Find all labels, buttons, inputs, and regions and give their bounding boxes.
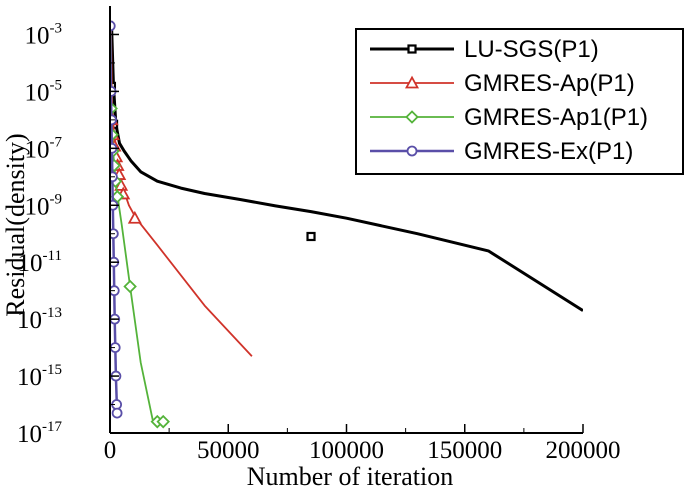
legend-marker [407,44,417,54]
legend: LU-SGS(P1) GMRES-Ap(P1) GMRES-Ap1(P1) GMRES… [355,28,684,175]
legend-label: GMRES-Ap(P1) [464,70,635,97]
y-tick-label: 10-3 [25,20,63,49]
y-tick-label: 10-17 [17,419,62,448]
data-point [306,231,316,242]
x-tick-label: 200000 [546,437,621,464]
ticks-layer: 10-3 10-5 10-7 10-9 10-11 10-13 10-15 10-17 0 500… [17,20,621,464]
legend-marker [406,145,418,157]
y-tick-label: 10-5 [25,77,63,106]
legend-marker [405,110,419,124]
y-tick-label: 10-9 [25,191,63,220]
x-tick-label: 150000 [427,437,502,464]
y-tick-label: 10-13 [17,305,62,334]
y-tick-label: 10-15 [17,362,62,391]
x-tick-label: 100000 [309,437,384,464]
series-layer [110,20,583,429]
legend-entry: GMRES-Ex(P1) [370,138,633,165]
y-tick-label: 10-7 [25,134,63,163]
legend-entry: GMRES-Ap(P1) [370,70,635,97]
legend-label: GMRES-Ex(P1) [464,138,633,165]
y-tick-label: 10-11 [18,248,62,277]
series-line [110,20,583,312]
legend-label: GMRES-Ap1(P1) [464,104,648,131]
plot-area [110,20,583,429]
legend-entry: LU-SGS(P1) [370,36,599,63]
x-tick-label: 50000 [197,437,260,464]
x-axis-title: Number of iteration [247,462,454,491]
legend-entry: GMRES-Ap1(P1) [370,104,648,131]
data-point [156,414,170,429]
y-axis-title: Residual(density) [1,133,30,316]
legend-marker [404,75,420,89]
data-point [111,407,123,419]
x-tick-label: 0 [104,437,117,464]
data-point [123,279,137,294]
legend-label: LU-SGS(P1) [464,36,599,63]
data-point [127,210,142,224]
